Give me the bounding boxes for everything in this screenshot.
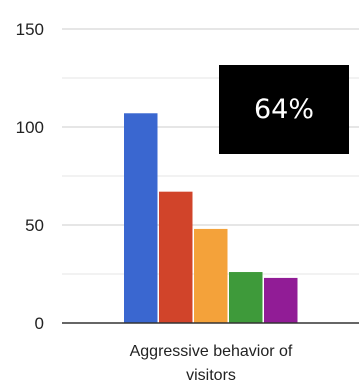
- y-axis-tick-labels: 0 50 100 150: [16, 20, 44, 333]
- bar-series-2: [159, 191, 193, 323]
- bar-series-5: [264, 277, 298, 323]
- percentage-overlay: 64%: [219, 65, 349, 154]
- gridlines: [62, 28, 359, 275]
- overlay-percentage-text: 64%: [254, 94, 314, 125]
- y-tick-label: 0: [35, 314, 44, 333]
- y-tick-label: 100: [16, 118, 44, 137]
- y-tick-label: 50: [25, 216, 44, 235]
- bars: [124, 113, 298, 323]
- bar-series-4: [229, 272, 263, 323]
- bar-series-1: [124, 113, 158, 323]
- y-tick-label: 150: [16, 20, 44, 39]
- category-label-line-1: Aggressive behavior of: [130, 343, 293, 360]
- overlay-box: [219, 65, 349, 154]
- category-label-line-2: visitors: [186, 367, 236, 384]
- bar-series-3: [194, 228, 228, 323]
